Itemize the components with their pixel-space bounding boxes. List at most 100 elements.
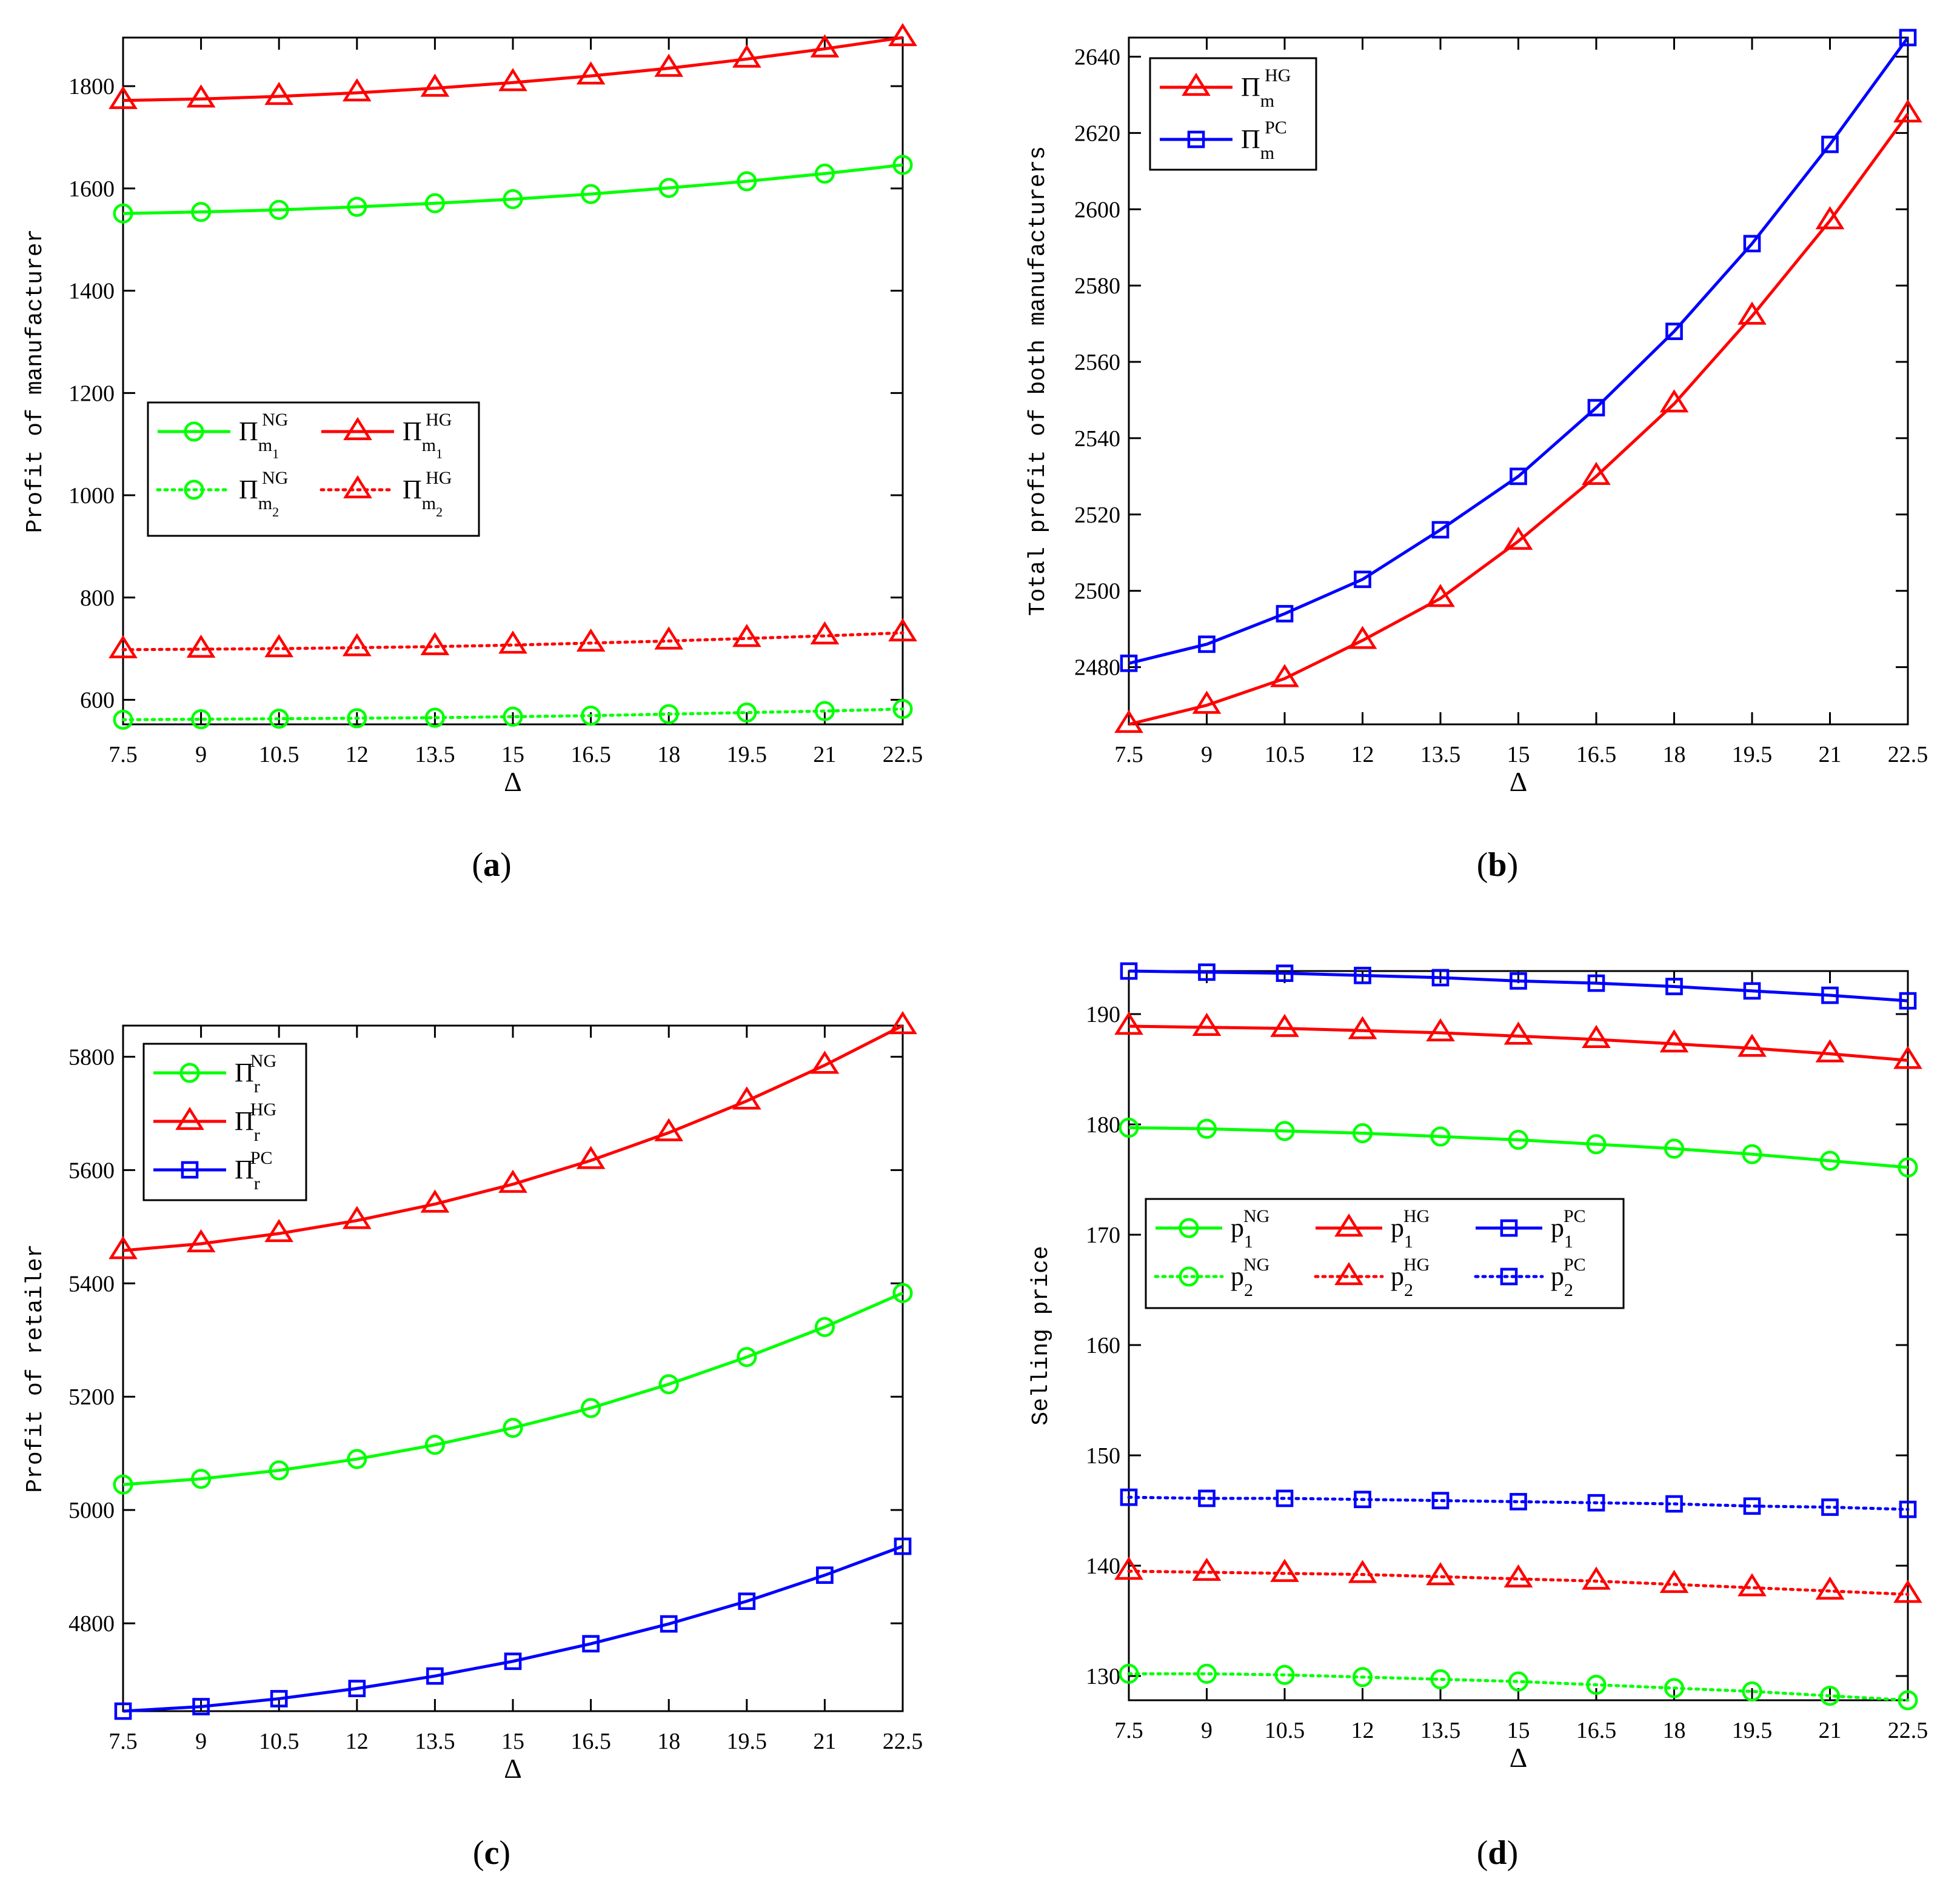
legend: ΠmHG ΠmPC	[1149, 57, 1317, 171]
data-point	[1119, 1117, 1139, 1138]
panel-caption: (a)	[472, 846, 511, 884]
series-line	[1128, 969, 1908, 1003]
data-point	[1898, 1157, 1918, 1178]
series-1	[1114, 1011, 1922, 1069]
data-point	[114, 1702, 132, 1720]
x-tick-label: 15	[501, 1729, 524, 1754]
data-point	[1821, 1498, 1839, 1516]
x-tick-label: 19.5	[1732, 1718, 1773, 1743]
x-axis-label: Δ	[504, 1753, 522, 1784]
y-tick-label: 170	[1086, 1223, 1120, 1248]
legend-box	[1145, 1198, 1625, 1309]
data-point	[1430, 1669, 1451, 1689]
x-tick-label: 21	[813, 1729, 836, 1754]
data-point	[498, 68, 527, 92]
data-point	[737, 703, 757, 723]
y-tick-label: 5200	[69, 1384, 115, 1410]
data-point	[1114, 1557, 1143, 1580]
legend-label: p2NG	[1231, 1255, 1269, 1300]
data-point	[732, 624, 761, 647]
data-point	[1510, 1493, 1527, 1511]
x-tick-label: 9	[1201, 1718, 1212, 1743]
data-point	[892, 699, 913, 719]
data-point	[342, 78, 372, 102]
data-point	[1192, 1557, 1222, 1581]
y-tick-label: 2640	[1074, 44, 1120, 70]
data-point	[1743, 982, 1761, 1000]
data-point	[582, 1635, 600, 1653]
x-tick-label: 15	[1507, 742, 1530, 767]
series-5	[1120, 1488, 1917, 1518]
legend-marker	[184, 421, 204, 442]
data-point	[1743, 1497, 1761, 1515]
series-line	[121, 631, 905, 652]
y-tick-label: 1200	[69, 381, 115, 406]
data-point	[1893, 1046, 1922, 1069]
x-axis-label: Δ	[1510, 766, 1528, 797]
x-tick-label: 22.5	[1888, 1718, 1928, 1743]
data-point	[192, 1698, 210, 1715]
data-point	[1582, 1024, 1611, 1048]
x-tick-label: 7.5	[109, 1729, 138, 1754]
data-point	[1664, 1138, 1685, 1159]
data-point	[1819, 1150, 1841, 1171]
x-tick-label: 12	[346, 742, 369, 767]
data-point	[658, 1374, 679, 1395]
data-point	[264, 81, 294, 105]
data-point	[1899, 992, 1917, 1010]
y-tick-label: 800	[80, 586, 115, 611]
data-point	[814, 1317, 835, 1337]
data-point	[1120, 1488, 1138, 1506]
x-tick-label: 16.5	[1576, 742, 1617, 767]
data-point	[732, 1086, 761, 1110]
x-tick-label: 12	[1351, 1718, 1374, 1743]
data-point	[1510, 972, 1527, 990]
y-tick-label: 5000	[69, 1498, 115, 1523]
y-tick-label: 2540	[1074, 426, 1120, 452]
y-tick-label: 2480	[1074, 655, 1120, 681]
series-line	[1128, 36, 1910, 665]
legend-label: ΠmPC	[1241, 118, 1287, 163]
y-tick-label: 4800	[69, 1611, 115, 1637]
data-point	[1742, 1681, 1762, 1701]
data-point	[503, 1418, 523, 1438]
data-point	[576, 1146, 606, 1169]
data-point	[737, 1347, 757, 1367]
series-1	[109, 22, 917, 109]
x-tick-label: 13.5	[1420, 742, 1461, 767]
data-point	[1742, 1144, 1762, 1164]
x-tick-label: 9	[195, 742, 207, 767]
series-line	[1127, 1495, 1910, 1511]
legend-marker	[1182, 72, 1211, 96]
y-tick-label: 190	[1086, 1002, 1120, 1027]
plot-area	[1128, 970, 1909, 1701]
series-line	[1128, 1024, 1908, 1062]
plot-area	[1128, 36, 1909, 726]
data-point	[1120, 654, 1138, 672]
series-line	[1127, 1672, 1910, 1702]
data-point	[581, 706, 601, 726]
data-point	[1192, 1012, 1222, 1036]
x-tick-label: 22.5	[883, 1729, 923, 1754]
x-tick-label: 22.5	[883, 742, 923, 767]
legend-label: p1HG	[1391, 1206, 1430, 1252]
x-axis-label: Δ	[504, 766, 522, 797]
data-point	[658, 178, 679, 198]
series-0	[1114, 99, 1922, 733]
data-point	[1815, 1576, 1845, 1600]
legend-marker	[1179, 1218, 1199, 1238]
y-tick-label: 1000	[69, 483, 115, 509]
data-point	[269, 709, 289, 729]
data-point	[1352, 1667, 1373, 1688]
x-tick-label: 16.5	[570, 742, 611, 767]
series-1	[1120, 28, 1917, 672]
data-point	[186, 1229, 216, 1252]
data-point	[1815, 206, 1845, 230]
x-tick-label: 16.5	[1576, 1718, 1617, 1743]
data-point	[1503, 1564, 1533, 1588]
data-point	[1196, 1663, 1217, 1684]
data-point	[498, 1169, 527, 1193]
data-point	[424, 193, 445, 213]
legend-label: ΠmHG	[1241, 65, 1291, 111]
